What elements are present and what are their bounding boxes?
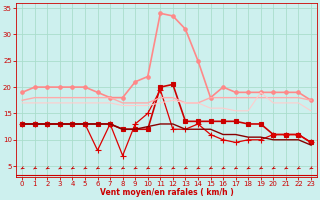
X-axis label: Vent moyen/en rafales ( km/h ): Vent moyen/en rafales ( km/h ) xyxy=(100,188,234,197)
